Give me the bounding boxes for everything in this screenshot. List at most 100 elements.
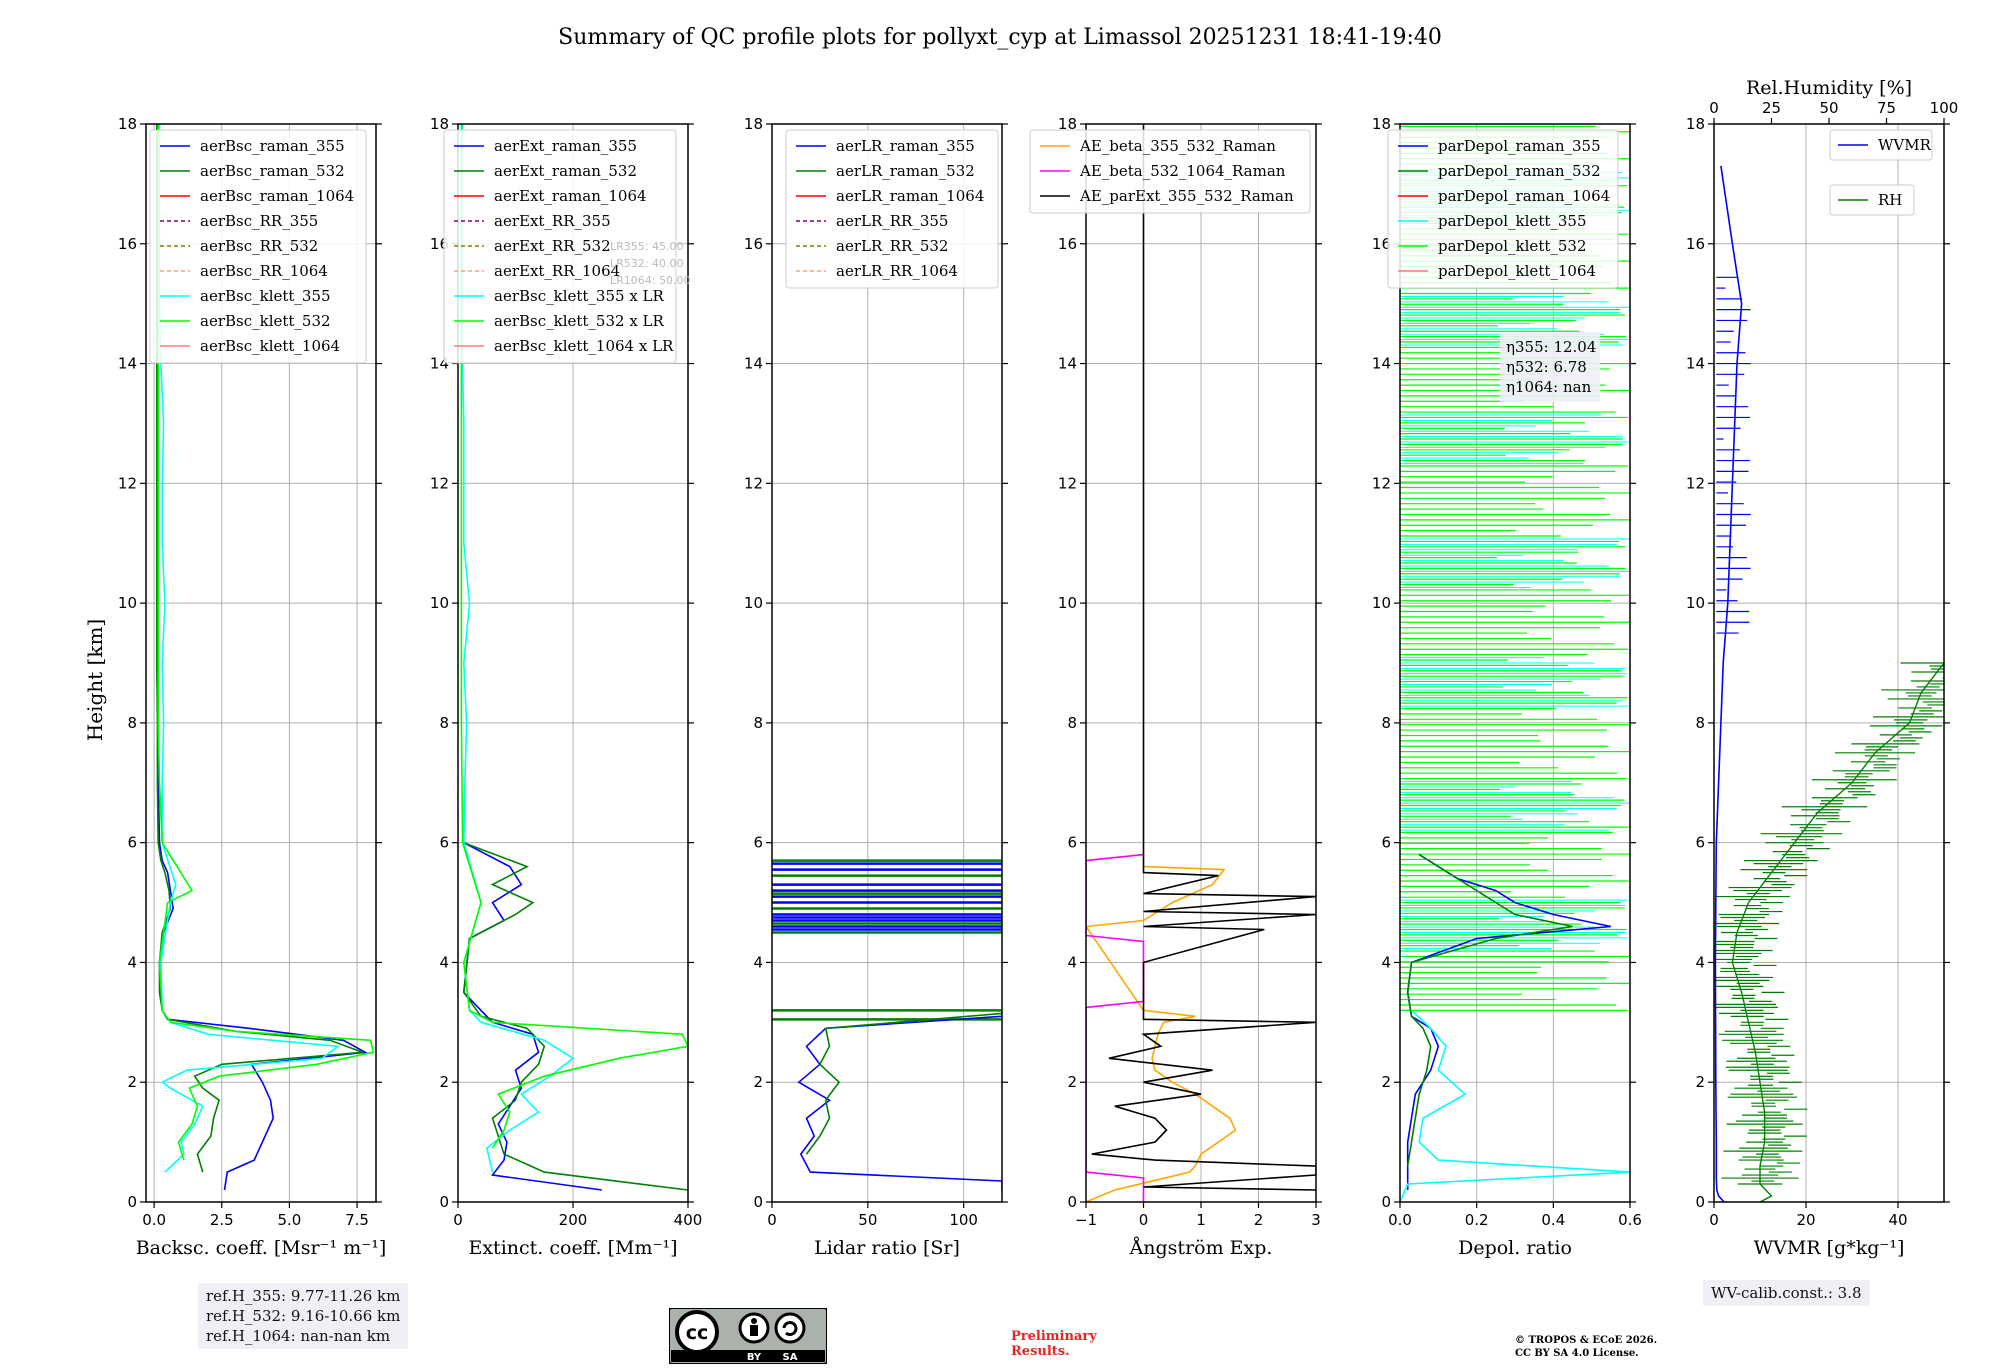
y-tick-label: 14 <box>1372 355 1391 373</box>
legend-label: aerExt_RR_532 <box>494 237 611 255</box>
y-tick-label: 2 <box>1695 1073 1705 1091</box>
legend-label: WVMR <box>1878 136 1932 154</box>
legend-label: parDepol_klett_1064 <box>1438 262 1596 280</box>
y-tick-label: 16 <box>118 235 137 253</box>
legend-label: aerLR_raman_1064 <box>836 187 984 205</box>
y-axis-label: Height [km] <box>83 619 107 741</box>
x-tick-label: 0 <box>767 1211 777 1229</box>
y-tick-label: 6 <box>1381 834 1391 852</box>
legend-label: aerBsc_klett_1064 x LR <box>494 337 674 355</box>
y-tick-label: 18 <box>118 115 137 133</box>
cc-by-label: BY <box>747 1352 762 1363</box>
legend-label: aerLR_raman_355 <box>836 137 975 155</box>
y-tick-label: 14 <box>118 355 137 373</box>
y-tick-label: 4 <box>1381 953 1391 971</box>
top-x-tick-label: 25 <box>1762 99 1781 117</box>
legend-label: parDepol_raman_1064 <box>1438 187 1610 205</box>
legend-label: parDepol_klett_532 <box>1438 237 1587 255</box>
y-tick-label: 6 <box>753 834 763 852</box>
legend-box <box>1829 129 1933 161</box>
legend-label: aerLR_raman_532 <box>836 162 975 180</box>
y-tick-label: 6 <box>1067 834 1077 852</box>
x-tick-label: 0.2 <box>1465 1211 1489 1229</box>
top-x-axis-label: Rel.Humidity [%] <box>1746 77 1912 99</box>
legend-label: aerBsc_klett_1064 <box>200 337 340 355</box>
x-tick-label: 50 <box>858 1211 877 1229</box>
x-tick-label: 0.4 <box>1541 1211 1565 1229</box>
legend: aerExt_raman_355 aerExt_raman_532 aerExt_r… <box>443 129 677 364</box>
y-tick-label: 0 <box>127 1193 137 1211</box>
x-tick-label: 0 <box>1139 1211 1149 1229</box>
y-tick-label: 18 <box>1372 115 1391 133</box>
y-tick-label: 12 <box>430 474 449 492</box>
figure-title: Summary of QC profile plots for pollyxt_… <box>558 25 1442 50</box>
refh-1064: ref.H_1064: nan-nan km <box>206 1327 391 1345</box>
legend-label: aerBsc_RR_1064 <box>200 262 328 280</box>
legend-box <box>1029 129 1311 214</box>
y-tick-label: 16 <box>744 235 763 253</box>
y-tick-label: 0 <box>753 1193 763 1211</box>
legend-box <box>1829 184 1915 216</box>
legend-label: aerLR_RR_532 <box>836 237 948 255</box>
y-tick-label: 10 <box>118 594 137 612</box>
x-axis-label: Depol. ratio <box>1458 1237 1572 1259</box>
legend: WVMR RH <box>1829 129 1933 216</box>
legend-label: aerBsc_raman_355 <box>200 137 345 155</box>
x-tick-label: 1 <box>1196 1211 1206 1229</box>
legend-label: aerBsc_raman_532 <box>200 162 345 180</box>
y-tick-label: 14 <box>1058 355 1077 373</box>
legend-label: AE_beta_532_1064_Raman <box>1079 162 1286 180</box>
legend: parDepol_raman_355 parDepol_raman_532 parD… <box>1387 129 1619 289</box>
series-aerBsc_klett_532 <box>157 124 375 1161</box>
legend-box <box>149 129 367 364</box>
panel-bsc: 0 2 4 6 8 10 12 14 16 18 0.0 2.5 5.0 7.5 Backsc. coeff… <box>118 115 386 1259</box>
x-tick-label: 400 <box>674 1211 703 1229</box>
y-tick-label: 18 <box>744 115 763 133</box>
legend-label: parDepol_raman_532 <box>1438 162 1601 180</box>
legend-label: aerBsc_RR_532 <box>200 237 318 255</box>
preliminary-line-2: Results. <box>1011 1344 1070 1359</box>
y-tick-label: 18 <box>1058 115 1077 133</box>
y-tick-label: 14 <box>1686 355 1705 373</box>
eta-label: η532: 6.78 <box>1506 358 1587 376</box>
copyright-line-2: CC BY SA 4.0 License. <box>1515 1348 1639 1359</box>
y-tick-label: 4 <box>1695 953 1705 971</box>
legend-label: aerBsc_raman_1064 <box>200 187 354 205</box>
y-tick-label: 6 <box>439 834 449 852</box>
legend-label: aerExt_raman_355 <box>494 137 637 155</box>
y-tick-label: 16 <box>1372 235 1391 253</box>
legend-label: parDepol_raman_355 <box>1438 137 1601 155</box>
series-parDepol_klett_355 <box>1400 1009 1630 1202</box>
x-tick-label: 0 <box>1709 1211 1719 1229</box>
y-tick-label: 8 <box>1381 714 1391 732</box>
legend-label: aerExt_raman_532 <box>494 162 637 180</box>
cc-sa-label: SA <box>783 1352 798 1363</box>
panel-depol: 0 2 4 6 8 10 12 14 16 18 0.0 0.2 0.4 0.6 Depol. ratio p… <box>1372 115 1642 1259</box>
legend-label: parDepol_klett_355 <box>1438 212 1587 230</box>
x-tick-label: 0 <box>453 1211 463 1229</box>
series-WVMR <box>1714 165 1743 1202</box>
wv-calib-box: WV-calib.const.: 3.8 <box>1703 1280 1870 1306</box>
y-tick-label: 12 <box>1686 474 1705 492</box>
copyright-line-1: © TROPOS & ECoE 2026. <box>1515 1335 1658 1346</box>
series-parDepol_raman_532 <box>1406 853 1573 1167</box>
legend-label: aerExt_RR_355 <box>494 212 611 230</box>
y-tick-label: 2 <box>127 1073 137 1091</box>
reference-height-box: ref.H_355: 9.77-11.26 km ref.H_532: 9.16… <box>198 1283 409 1349</box>
eta-label: η355: 12.04 <box>1506 338 1596 356</box>
lr-note: LR532: 40.00 <box>610 257 683 270</box>
copyright-note: © TROPOS & ECoE 2026. CC BY SA 4.0 Licen… <box>1515 1334 1657 1360</box>
legend-label: AE_parExt_355_532_Raman <box>1079 187 1294 205</box>
x-axis-label: Ångström Exp. <box>1129 1237 1273 1259</box>
y-tick-label: 10 <box>1058 594 1077 612</box>
y-tick-label: 16 <box>1058 235 1077 253</box>
legend-box <box>1387 129 1619 289</box>
x-tick-label: 40 <box>1888 1211 1907 1229</box>
y-tick-label: 2 <box>753 1073 763 1091</box>
legend: aerBsc_raman_355 aerBsc_raman_532 aerBsc_r… <box>149 129 367 364</box>
y-tick-label: 10 <box>744 594 763 612</box>
axes-frame <box>145 123 377 1203</box>
y-tick-label: 0 <box>439 1193 449 1211</box>
